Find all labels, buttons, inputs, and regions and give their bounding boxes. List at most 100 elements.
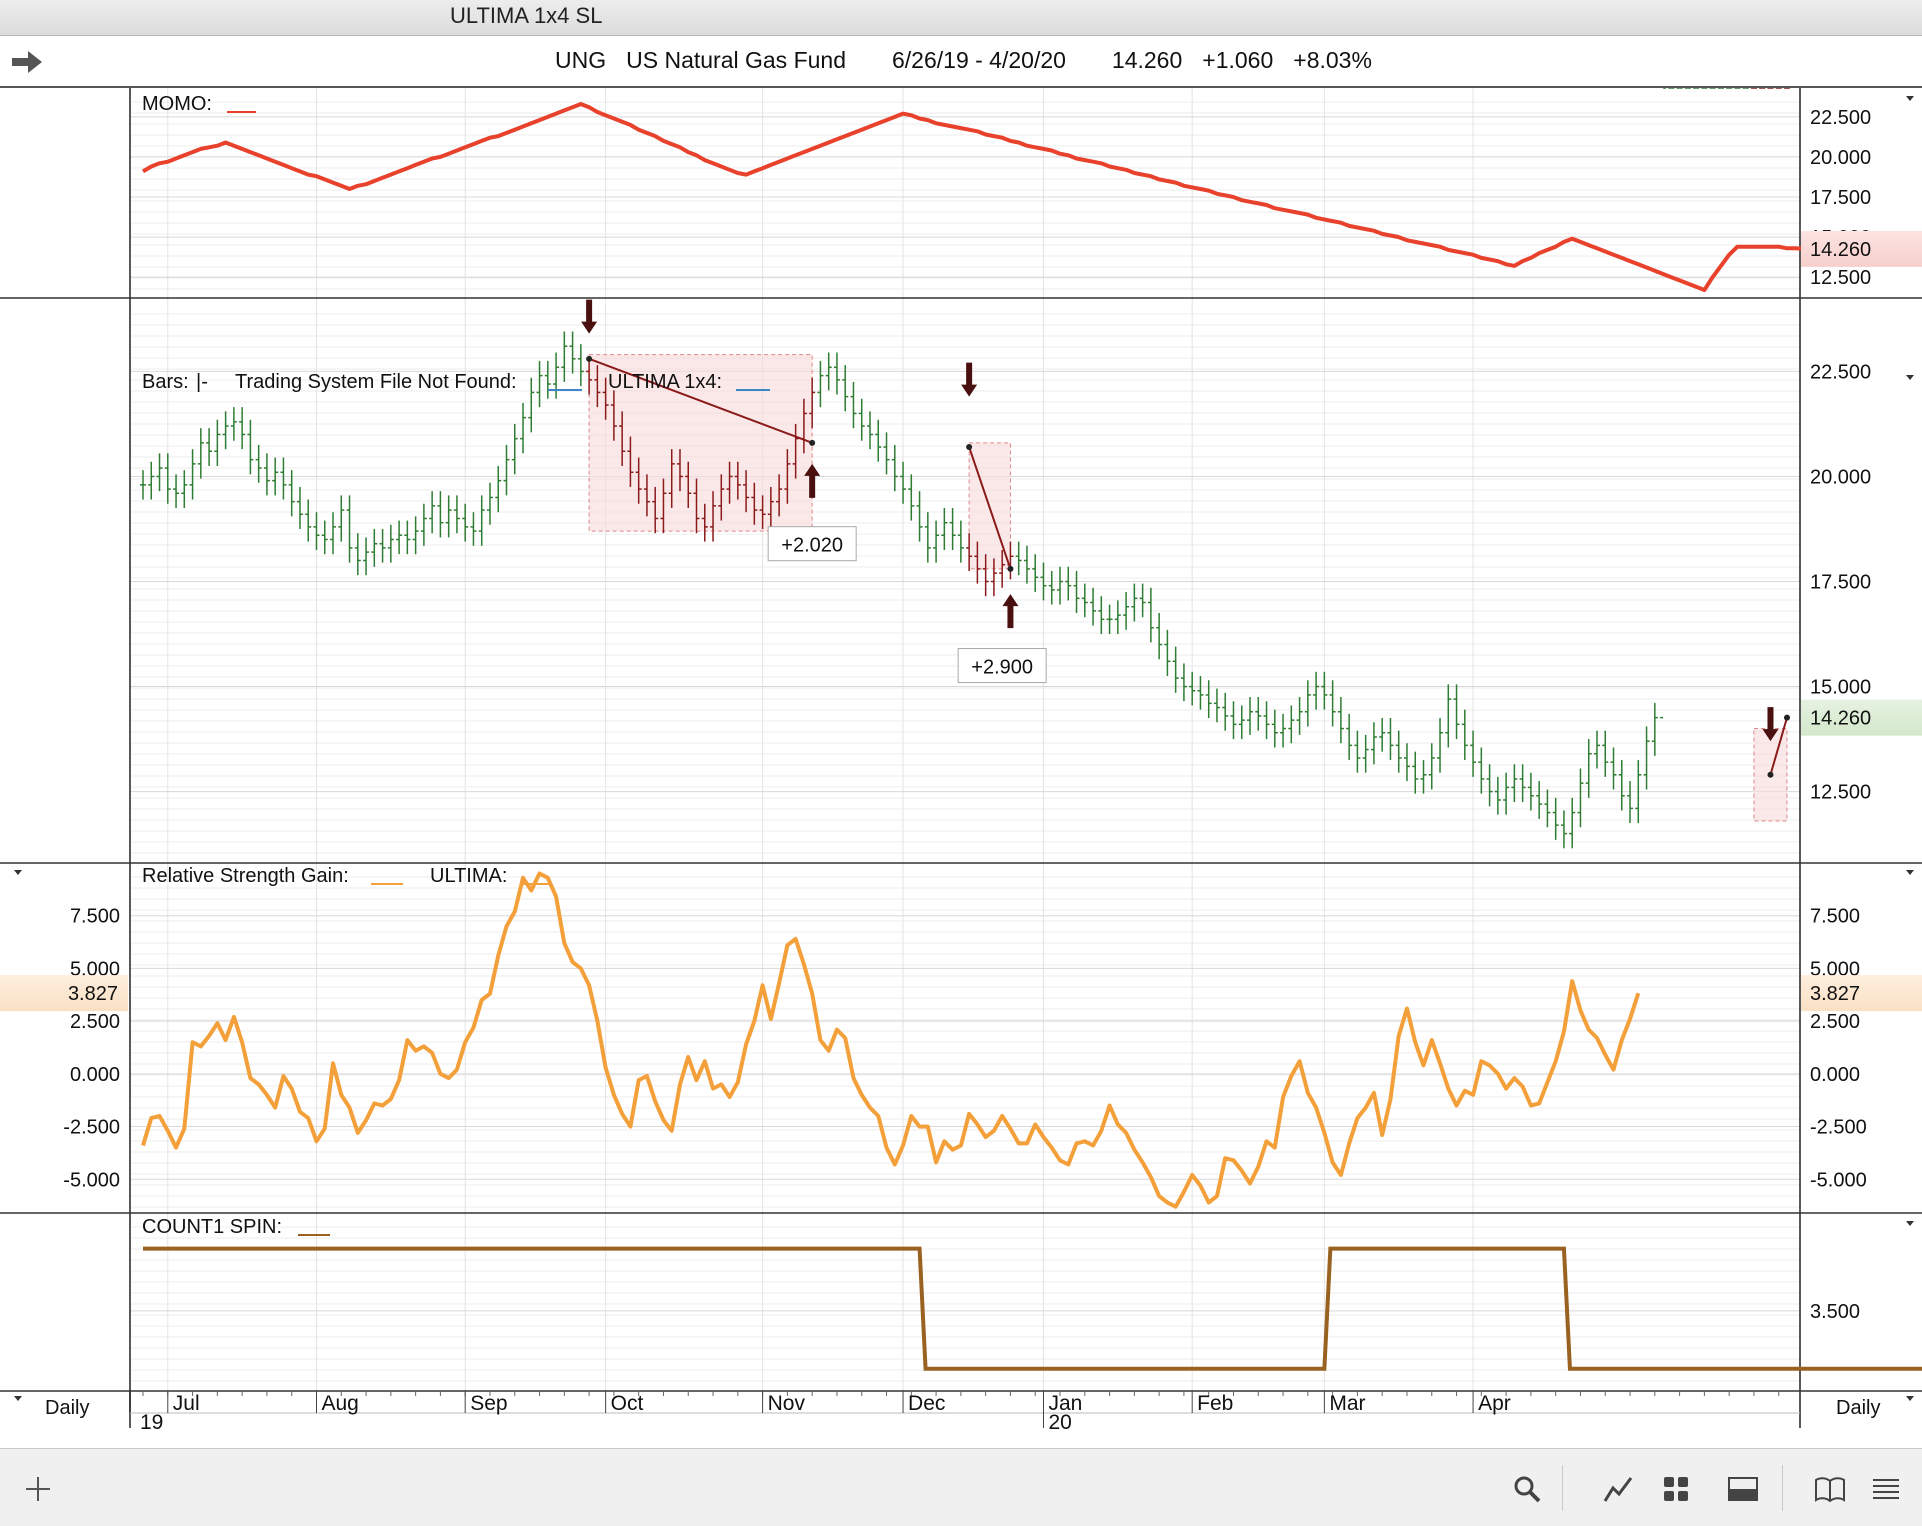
price-bar <box>957 520 964 563</box>
price-bar <box>1222 692 1229 731</box>
book-button[interactable] <box>1812 1471 1848 1507</box>
price-bar <box>1015 541 1022 576</box>
price-bar <box>1073 570 1080 614</box>
price-bar <box>1329 680 1336 727</box>
price-bar <box>1197 676 1204 710</box>
momo-tick-label-right: 22.500 <box>1810 107 1871 129</box>
price-bar <box>627 436 634 487</box>
rsg-pane-menu-icon[interactable] <box>1906 870 1914 875</box>
price-bar <box>1445 684 1452 748</box>
layout-grid-button[interactable] <box>1658 1471 1694 1507</box>
pane-frames <box>0 88 1922 1428</box>
chart-area[interactable]: 22.500 20.000 17.500 15.000 12.500 14.260 22.… <box>0 88 1922 1448</box>
trade-line-3-end-dot <box>1784 714 1790 721</box>
price-bar <box>900 461 907 504</box>
time-axis: Jul Aug Sep Oct Nov Dec Jan Feb Mar Apr 19 20 <box>129 1391 1800 1434</box>
price-bar <box>1511 764 1518 803</box>
momo-pane-menu-icon[interactable] <box>1906 96 1914 101</box>
sell-arrow-icon <box>961 362 978 397</box>
price-bar <box>743 470 750 513</box>
price-bar <box>247 419 254 475</box>
menu-button[interactable] <box>1868 1471 1904 1507</box>
price-bar <box>1585 739 1592 798</box>
rsg-tick-label-right: -5.000 <box>1810 1169 1867 1191</box>
last-price: 14.260 <box>1111 47 1183 73</box>
price-bar <box>767 486 774 529</box>
rsg-tick-label-left: -2.500 <box>63 1117 120 1139</box>
price-bar <box>842 365 849 412</box>
price-bar <box>643 474 650 517</box>
price-bar <box>1247 697 1254 735</box>
price-bar <box>1337 697 1344 744</box>
bars-tick-label-right: 15.000 <box>1810 677 1871 699</box>
price-bar <box>817 360 824 408</box>
forward-arrow-icon[interactable] <box>10 48 44 76</box>
window-title: ULTIMA 1x4 SL <box>450 3 603 28</box>
price-bar <box>429 491 436 534</box>
price-bar <box>1577 768 1584 828</box>
symbol-summary: UNG US Natural Gas Fund 6/26/19 - 4/20/20 1… <box>555 47 1372 74</box>
price-bar <box>1296 697 1303 735</box>
buy-arrow-icon <box>804 463 821 498</box>
price-bar <box>164 453 171 504</box>
rsg-tick-label-left: 5.000 <box>70 958 120 980</box>
bars-tick-label-right: 22.500 <box>1810 361 1871 383</box>
price-bar <box>1040 562 1047 601</box>
momo-line <box>141 102 1804 292</box>
price-bar <box>478 495 485 546</box>
title-bar: ULTIMA 1x4 SL <box>0 0 1922 36</box>
price-bar <box>140 470 146 500</box>
price-bar <box>445 495 452 538</box>
period-right-menu-icon[interactable] <box>1906 1396 1914 1401</box>
price-bar <box>1081 583 1088 618</box>
price-bar <box>148 461 155 500</box>
price-bars-pane: 22.500 20.000 17.500 15.000 12.500 +2.020 +2.9… <box>140 88 1922 849</box>
relative-strength-pane: 7.500 7.500 5.000 5.000 2.500 2.500 0.000 0.000… <box>0 871 1922 1209</box>
draw-tool-button[interactable] <box>1600 1471 1636 1507</box>
trade-line-1 <box>588 357 813 444</box>
bars-legend: Bars: <box>142 371 189 393</box>
price-bar <box>511 423 518 475</box>
price-bar <box>875 419 882 462</box>
period-left-menu-icon[interactable] <box>14 1396 22 1401</box>
price-bar <box>933 520 940 563</box>
search-button[interactable] <box>1509 1471 1545 1507</box>
price-bar <box>966 533 973 571</box>
price-bar <box>181 470 188 508</box>
price-bar <box>676 449 683 492</box>
price-bar <box>1106 604 1113 635</box>
price-bar <box>858 398 865 441</box>
symbol-name: US Natural Gas Fund <box>626 47 846 73</box>
price-bar <box>1437 718 1444 773</box>
price-bar <box>346 495 353 563</box>
price-bar <box>1147 587 1154 643</box>
period-left[interactable]: Daily <box>45 1397 89 1419</box>
momo-current-value-right: 14.260 <box>1810 239 1871 261</box>
date-range: 6/26/19 - 4/20/20 <box>892 47 1066 73</box>
price-bar <box>528 377 535 433</box>
bars-pane-menu-icon[interactable] <box>1906 375 1914 380</box>
rsg-pane-left-menu-icon[interactable] <box>14 870 22 875</box>
price-bar <box>1205 680 1212 719</box>
rsg-tick-label-left: 7.500 <box>70 906 120 928</box>
trade-profit-label-2: +2.900 <box>971 657 1033 679</box>
spin-pane-menu-icon[interactable] <box>1906 1221 1914 1226</box>
line-chart-icon <box>1603 1477 1633 1502</box>
price-bar <box>1519 764 1526 803</box>
panel-toggle-button[interactable] <box>1725 1471 1761 1507</box>
rsg-legend: Relative Strength Gain: <box>142 865 349 887</box>
price-bar <box>173 474 180 508</box>
price-bar <box>1503 772 1510 815</box>
price-bar <box>1304 680 1311 727</box>
rsg-tick-label-right: -2.500 <box>1810 1117 1867 1139</box>
price-bar <box>1255 697 1262 731</box>
price-bar <box>1552 797 1559 840</box>
price-bar <box>999 549 1006 588</box>
rsg-current-value-left: 3.827 <box>68 983 118 1005</box>
add-button[interactable] <box>20 1471 56 1507</box>
price-bar <box>974 541 981 584</box>
month-label: Apr <box>1478 1392 1511 1415</box>
book-icon <box>1815 1477 1845 1503</box>
period-right[interactable]: Daily <box>1836 1397 1880 1419</box>
momo-legend: MOMO: <box>142 93 212 115</box>
